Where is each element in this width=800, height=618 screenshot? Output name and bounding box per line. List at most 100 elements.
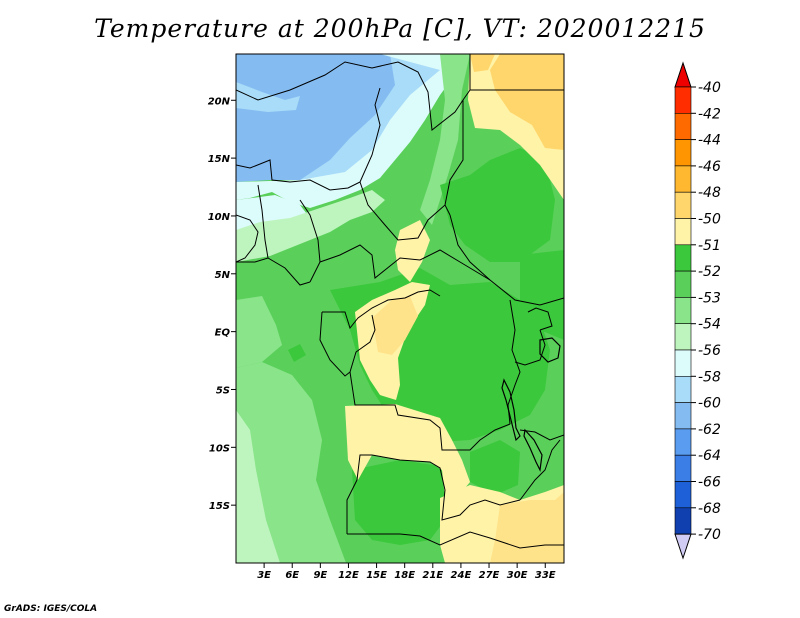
lat-tick-label: 5S (216, 385, 230, 396)
colorbar-label: -62 (698, 422, 721, 438)
colorbar-swatch (674, 428, 692, 456)
field-region-darkgreen (288, 344, 306, 362)
lat-tick-label: 5N (215, 270, 231, 281)
border-line (346, 479, 358, 534)
colorbar-swatch (674, 139, 692, 167)
border-line (519, 439, 561, 501)
map-frame (235, 53, 565, 564)
border-line (236, 214, 259, 263)
border-line (527, 307, 553, 331)
colorbar-label: -54 (698, 317, 721, 333)
colorbar-label: -64 (698, 448, 721, 464)
field-region-lightgreen (262, 465, 280, 486)
lat-tick-label: 10N (208, 212, 231, 223)
colorbar-swatch (674, 113, 692, 140)
colorbar-label: -46 (698, 159, 721, 175)
country-borders (236, 54, 564, 549)
border-line (347, 531, 564, 549)
colorbar-swatch (674, 375, 692, 403)
field-region-darkgreen (352, 460, 450, 545)
grads-credit: GrADS: IGES/COLA (4, 604, 98, 614)
field-region-lightgreen (236, 362, 346, 563)
border-line (519, 429, 564, 441)
colorbar-swatch (674, 454, 692, 482)
field-region-orange (490, 54, 564, 150)
lon-tick-label: 3E (257, 570, 271, 581)
border-line (449, 214, 491, 281)
lon-tick-label: 9E (313, 570, 327, 581)
field-region-darkgreen (520, 250, 564, 340)
lat-tick-label: 15N (208, 154, 231, 165)
field-region-lightgreen (420, 54, 470, 225)
field-region-yellow (345, 404, 470, 500)
lat-tick-label: 15S (209, 501, 230, 512)
lon-tick-label: 30E (507, 570, 528, 581)
lon-tick-label: 21E (422, 570, 443, 581)
colorbar-under-triangle (674, 533, 692, 560)
border-line (349, 314, 376, 373)
colorbar-swatch (674, 507, 692, 535)
field-region-orange (470, 54, 495, 72)
colorbar-label: -60 (698, 396, 721, 412)
colorbar-swatch (674, 349, 692, 377)
lon-tick-label: 33E (535, 570, 556, 581)
colorbar-swatch (674, 270, 692, 298)
colorbar-label: -58 (698, 369, 721, 385)
lat-tick-label: EQ (215, 328, 231, 339)
lon-tick-label: 15E (366, 570, 387, 581)
chart-title: Temperature at 200hPa [C], VT: 202001221… (94, 14, 706, 43)
colorbar-swatch (674, 191, 692, 219)
border-line (349, 371, 511, 451)
lakes (501, 337, 561, 473)
lon-tick-label: 6E (285, 570, 299, 581)
lon-tick-label: 18E (394, 570, 415, 581)
border-line (444, 100, 464, 206)
border-line (319, 244, 564, 306)
colorbar-over-triangle (674, 61, 692, 88)
field-region-lightgreen (236, 296, 282, 368)
colorbar-swatch (674, 244, 692, 272)
colorbar-label: -52 (698, 264, 721, 280)
colorbar-label: -70 (698, 527, 721, 543)
border-line (322, 289, 441, 330)
colorbar-label: -66 (698, 475, 721, 491)
colorbar-label: -51 (698, 238, 721, 254)
lake-outline (523, 428, 543, 473)
border-line (236, 257, 311, 286)
border-line (371, 454, 521, 521)
colorbar-swatch (674, 86, 692, 114)
border-line (359, 181, 451, 241)
border-line (356, 454, 372, 481)
colorbar-label: -50 (698, 212, 721, 228)
colorbar-label: -40 (698, 80, 721, 96)
latitude-axis: 20N 15N 10N 5N EQ 5S 10S 15S (208, 96, 236, 512)
border-line (319, 311, 351, 377)
lon-tick-label: 27E (479, 570, 500, 581)
border-line (236, 159, 361, 191)
border-line (236, 61, 471, 131)
border-line (469, 54, 564, 91)
border-line (299, 199, 321, 283)
colorbar-label: -68 (698, 501, 721, 517)
field-region-mint (236, 190, 385, 262)
color-legend: -40 -42 -44 -46 -48 -50 -51 -52 -53 -54 -56 -58 -60 -… (674, 61, 721, 560)
longitude-axis: 3E 6E 9E 12E 15E 18E 21E 24E 27E 30E 33E (257, 563, 556, 581)
colorbar-label: -44 (698, 133, 721, 149)
border-line (359, 87, 381, 183)
lake-outline (539, 337, 561, 363)
colorbar-swatch (674, 402, 692, 430)
lat-tick-label: 10S (209, 443, 230, 454)
border-line (507, 299, 521, 425)
field-region-darkgreen (470, 440, 520, 495)
temperature-field (236, 54, 564, 563)
field-region-tan (372, 296, 418, 355)
lake-outline (501, 378, 521, 442)
field-region-yellow (395, 220, 430, 282)
border-line (257, 184, 269, 259)
lon-tick-label: 12E (338, 570, 359, 581)
colorbar-swatch (674, 323, 692, 351)
lat-tick-label: 20N (208, 96, 231, 107)
colorbar-swatch (674, 165, 692, 193)
colorbar-swatch (674, 297, 692, 324)
